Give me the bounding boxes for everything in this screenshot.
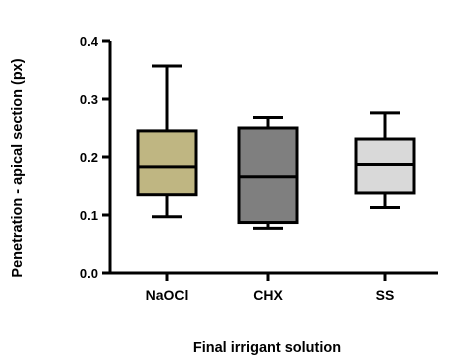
box-0 xyxy=(136,64,198,219)
axes xyxy=(102,39,438,281)
box-2 xyxy=(354,111,416,209)
box-1 xyxy=(237,116,299,230)
category-label-2: SS xyxy=(376,287,395,303)
boxes-layer xyxy=(136,64,416,230)
labels-layer: 0.0 0.1 0.2 0.3 0.4 NaOCl CHX SS xyxy=(80,34,394,303)
y-tick-label-4: 0.4 xyxy=(80,34,99,49)
category-label-0: NaOCl xyxy=(146,287,189,303)
y-tick-label-2: 0.2 xyxy=(80,150,98,165)
category-label-1: CHX xyxy=(253,287,283,303)
box-rect-0 xyxy=(136,129,198,197)
y-tick-label-1: 0.1 xyxy=(80,208,98,223)
y-tick-label-0: 0.0 xyxy=(80,266,98,281)
y-axis-title: Penetration - apical section (px) xyxy=(10,58,26,277)
y-tick-label-3: 0.3 xyxy=(80,92,98,107)
x-axis-title: Final irrigant solution xyxy=(193,340,341,356)
